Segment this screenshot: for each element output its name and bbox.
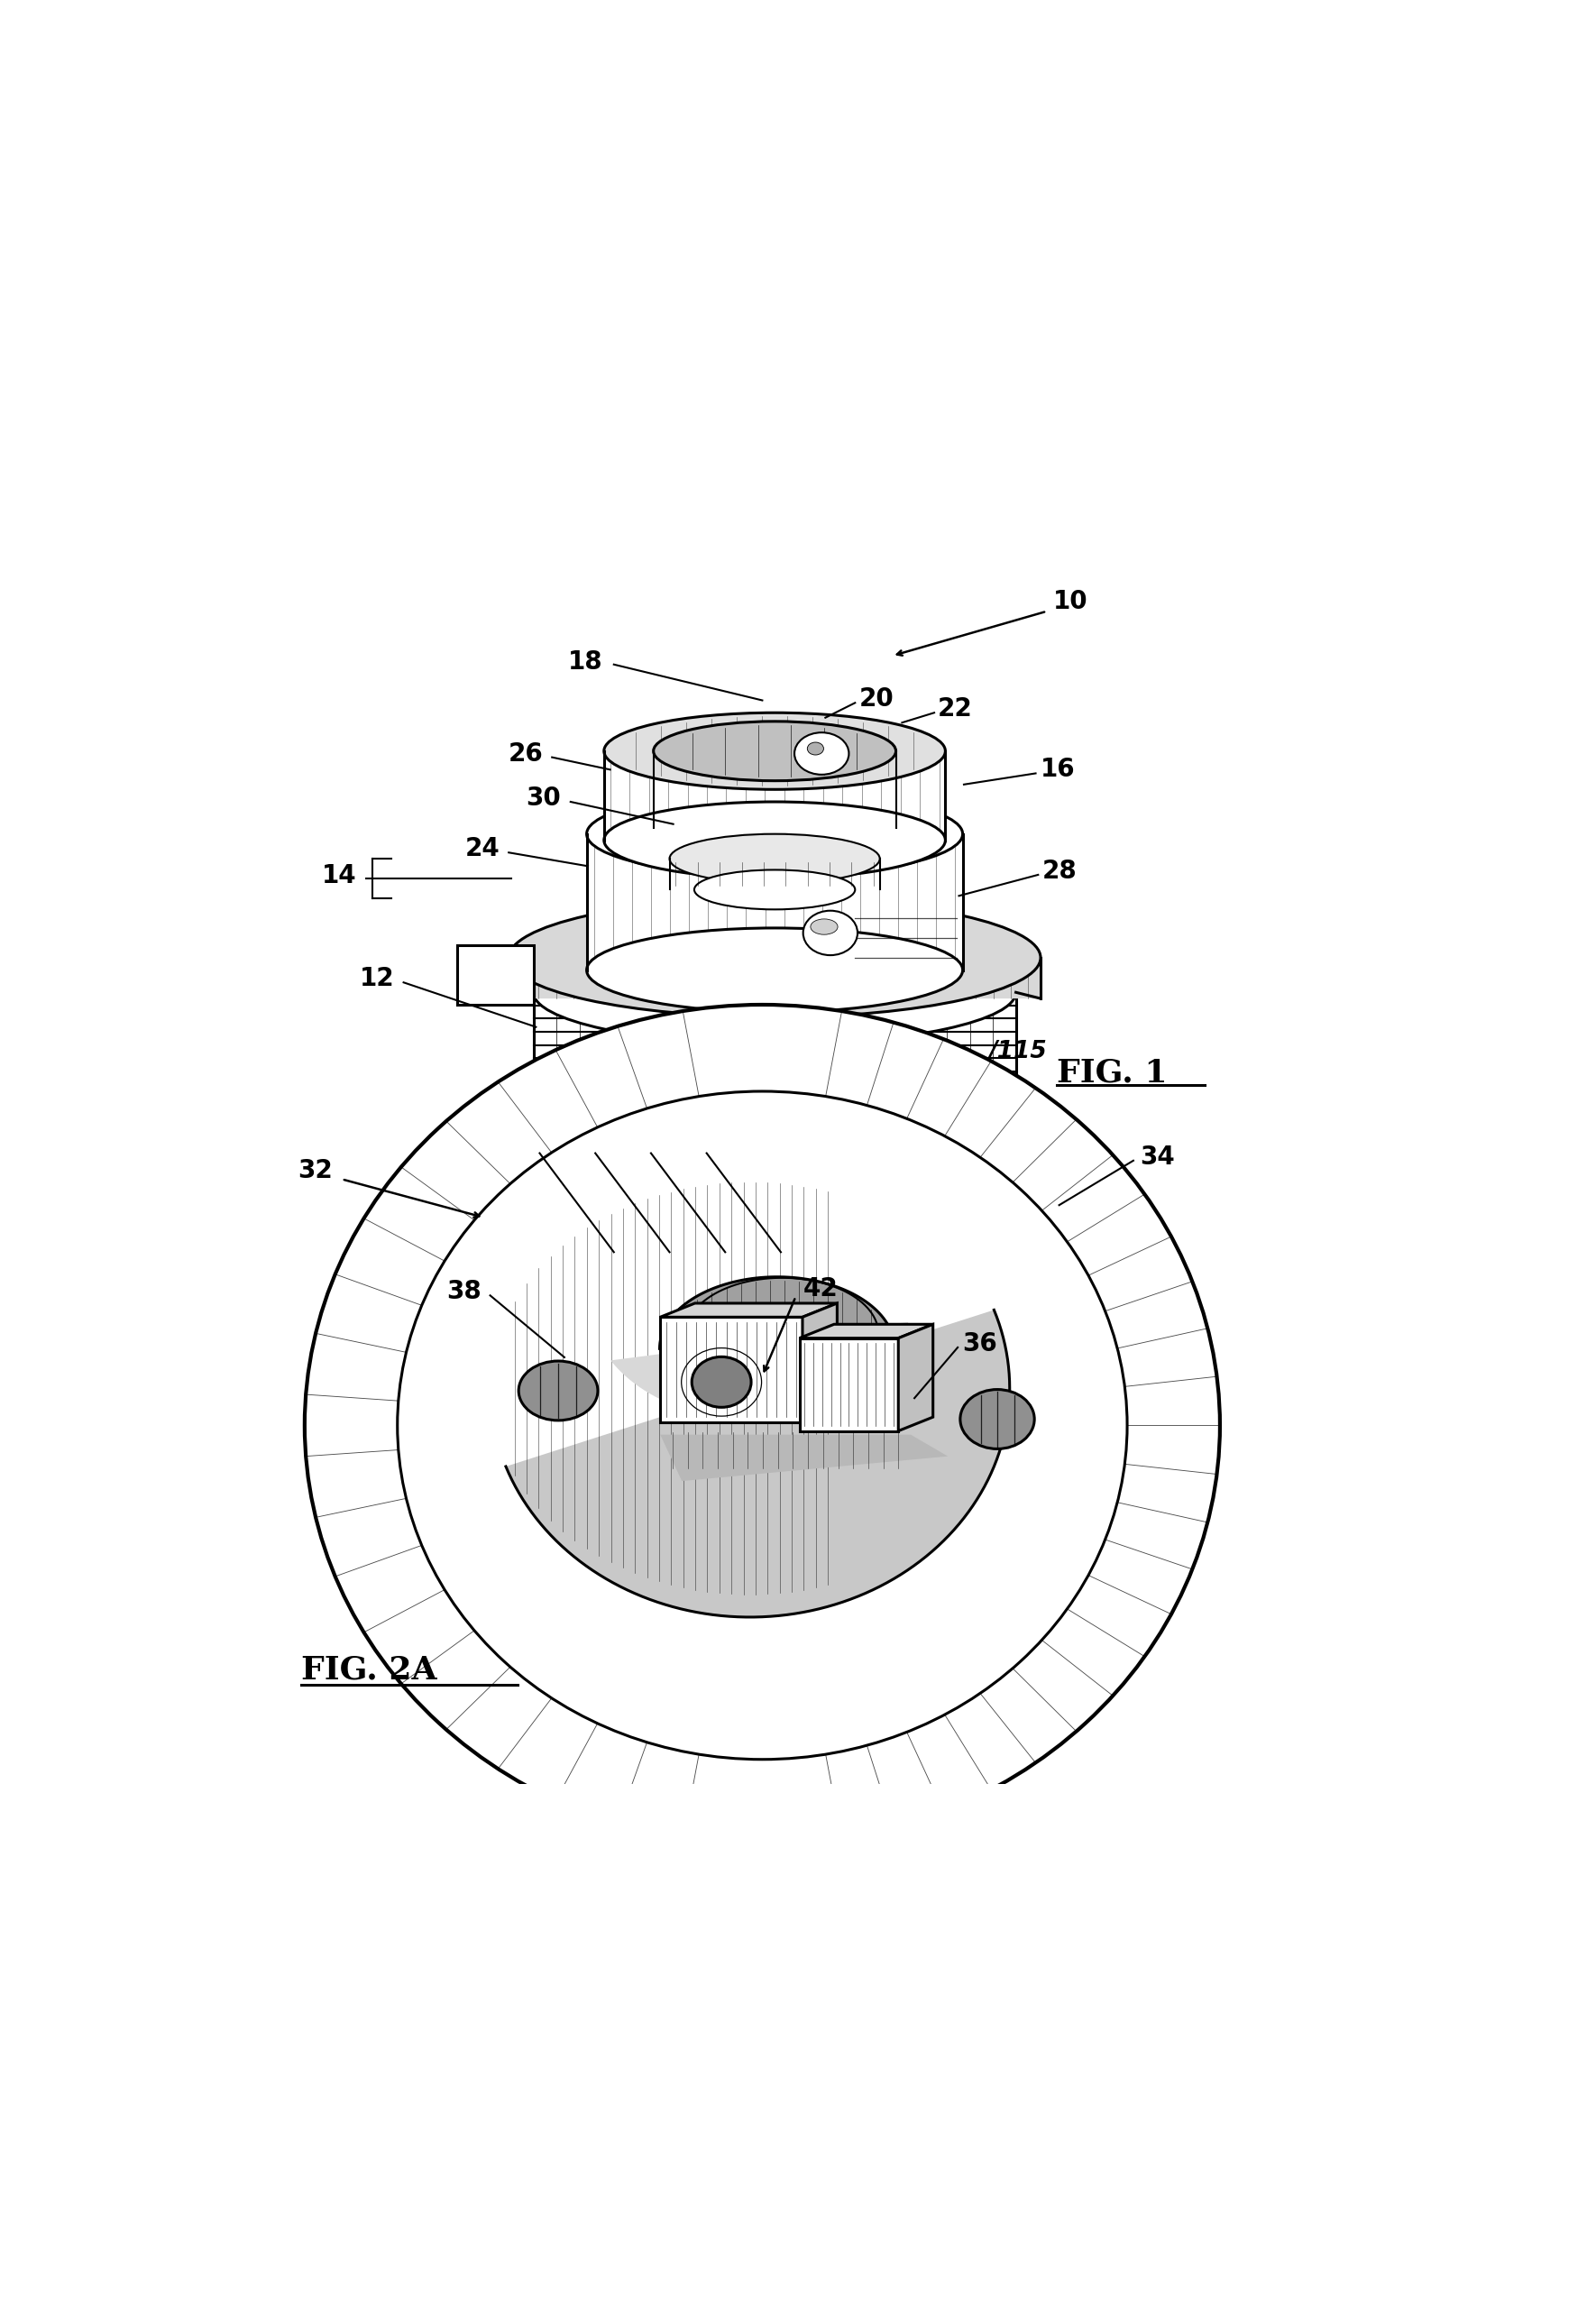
Ellipse shape (305, 1004, 1219, 1846)
Ellipse shape (603, 713, 945, 789)
Ellipse shape (691, 1357, 752, 1408)
Polygon shape (611, 1322, 908, 1419)
Text: 36: 36 (962, 1332, 998, 1357)
Ellipse shape (587, 792, 962, 877)
Polygon shape (587, 833, 962, 969)
Ellipse shape (519, 1362, 598, 1419)
Ellipse shape (961, 1389, 1034, 1449)
Text: FIG. 1: FIG. 1 (1057, 1057, 1167, 1087)
Polygon shape (800, 1339, 899, 1431)
Ellipse shape (509, 898, 1041, 1018)
Polygon shape (509, 958, 1041, 1018)
Text: 12: 12 (361, 967, 394, 992)
Ellipse shape (603, 801, 945, 879)
Text: 24: 24 (464, 835, 500, 861)
Text: 18: 18 (568, 649, 603, 674)
Ellipse shape (808, 743, 824, 755)
Text: 16: 16 (1041, 757, 1076, 782)
Ellipse shape (694, 870, 855, 909)
Ellipse shape (803, 912, 857, 956)
Text: 42: 42 (803, 1276, 838, 1302)
Polygon shape (661, 1318, 803, 1422)
FancyBboxPatch shape (456, 946, 533, 1004)
Ellipse shape (670, 833, 879, 884)
Ellipse shape (653, 722, 895, 780)
Polygon shape (803, 1304, 838, 1422)
Text: /115: /115 (988, 1041, 1047, 1064)
Polygon shape (659, 1276, 895, 1348)
Text: 22: 22 (938, 697, 974, 722)
Text: 10: 10 (1053, 589, 1088, 614)
Text: 34: 34 (1140, 1145, 1175, 1170)
Text: 32: 32 (298, 1159, 334, 1184)
Text: 20: 20 (859, 685, 894, 711)
Text: 30: 30 (525, 785, 560, 810)
Polygon shape (533, 992, 1017, 1099)
Ellipse shape (533, 939, 1017, 1043)
Polygon shape (506, 1311, 1010, 1618)
Polygon shape (603, 750, 945, 840)
Polygon shape (899, 1325, 934, 1431)
Ellipse shape (587, 928, 962, 1013)
Text: 38: 38 (447, 1279, 482, 1304)
Text: FIG. 2A: FIG. 2A (302, 1655, 437, 1685)
Polygon shape (661, 1304, 838, 1318)
Polygon shape (661, 1436, 948, 1482)
Text: 14: 14 (322, 863, 356, 889)
Text: 28: 28 (1042, 859, 1077, 884)
Ellipse shape (811, 919, 838, 935)
Text: 26: 26 (509, 741, 543, 766)
Ellipse shape (795, 732, 849, 775)
Ellipse shape (397, 1092, 1127, 1759)
Polygon shape (800, 1325, 934, 1339)
Ellipse shape (533, 1046, 1017, 1149)
